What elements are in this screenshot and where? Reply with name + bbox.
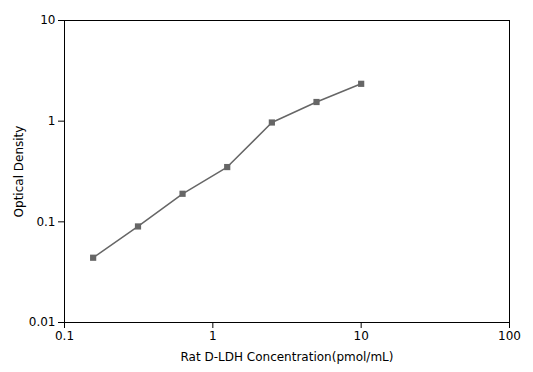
svg-text:1: 1 [209,329,217,343]
svg-text:0.1: 0.1 [55,329,74,343]
svg-text:Rat D-LDH Concentration(pmol/m: Rat D-LDH Concentration(pmol/mL) [181,350,394,364]
svg-text:0.1: 0.1 [36,215,55,229]
svg-text:100: 100 [498,329,521,343]
svg-text:Optical Density: Optical Density [12,126,26,218]
svg-text:10: 10 [40,13,55,27]
svg-text:0.01: 0.01 [29,315,56,329]
svg-text:10: 10 [354,329,369,343]
svg-text:1: 1 [48,114,56,128]
